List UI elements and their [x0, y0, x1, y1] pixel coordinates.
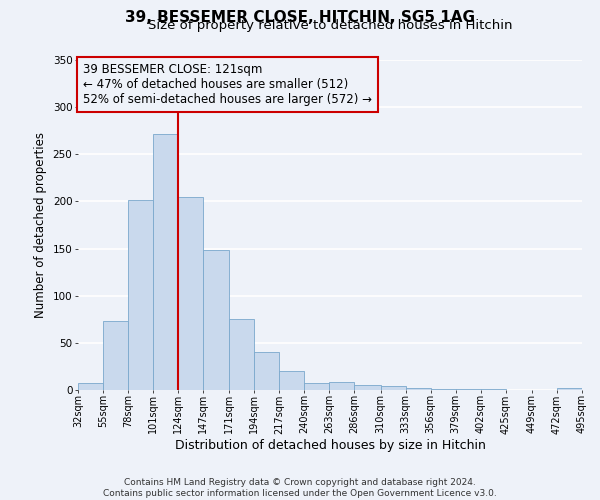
Y-axis label: Number of detached properties: Number of detached properties [34, 132, 47, 318]
Text: Contains HM Land Registry data © Crown copyright and database right 2024.
Contai: Contains HM Land Registry data © Crown c… [103, 478, 497, 498]
Bar [380, 386, 406, 390]
Bar [153, 134, 178, 390]
Bar [128, 200, 153, 390]
Bar [406, 388, 431, 390]
Bar [481, 389, 506, 390]
Title: Size of property relative to detached houses in Hitchin: Size of property relative to detached ho… [148, 20, 512, 32]
Bar [431, 389, 456, 390]
Bar [280, 371, 304, 390]
Text: 39, BESSEMER CLOSE, HITCHIN, SG5 1AG: 39, BESSEMER CLOSE, HITCHIN, SG5 1AG [125, 10, 475, 25]
Bar [355, 386, 380, 390]
Bar [456, 389, 481, 390]
Text: 39 BESSEMER CLOSE: 121sqm
← 47% of detached houses are smaller (512)
52% of semi: 39 BESSEMER CLOSE: 121sqm ← 47% of detac… [83, 64, 372, 106]
Bar [329, 382, 355, 390]
Bar [229, 320, 254, 390]
Bar [103, 321, 128, 390]
Bar [254, 352, 280, 390]
Bar [178, 196, 203, 390]
Bar [557, 388, 582, 390]
Bar [304, 384, 329, 390]
Bar [203, 250, 229, 390]
Bar [78, 384, 103, 390]
X-axis label: Distribution of detached houses by size in Hitchin: Distribution of detached houses by size … [175, 439, 485, 452]
